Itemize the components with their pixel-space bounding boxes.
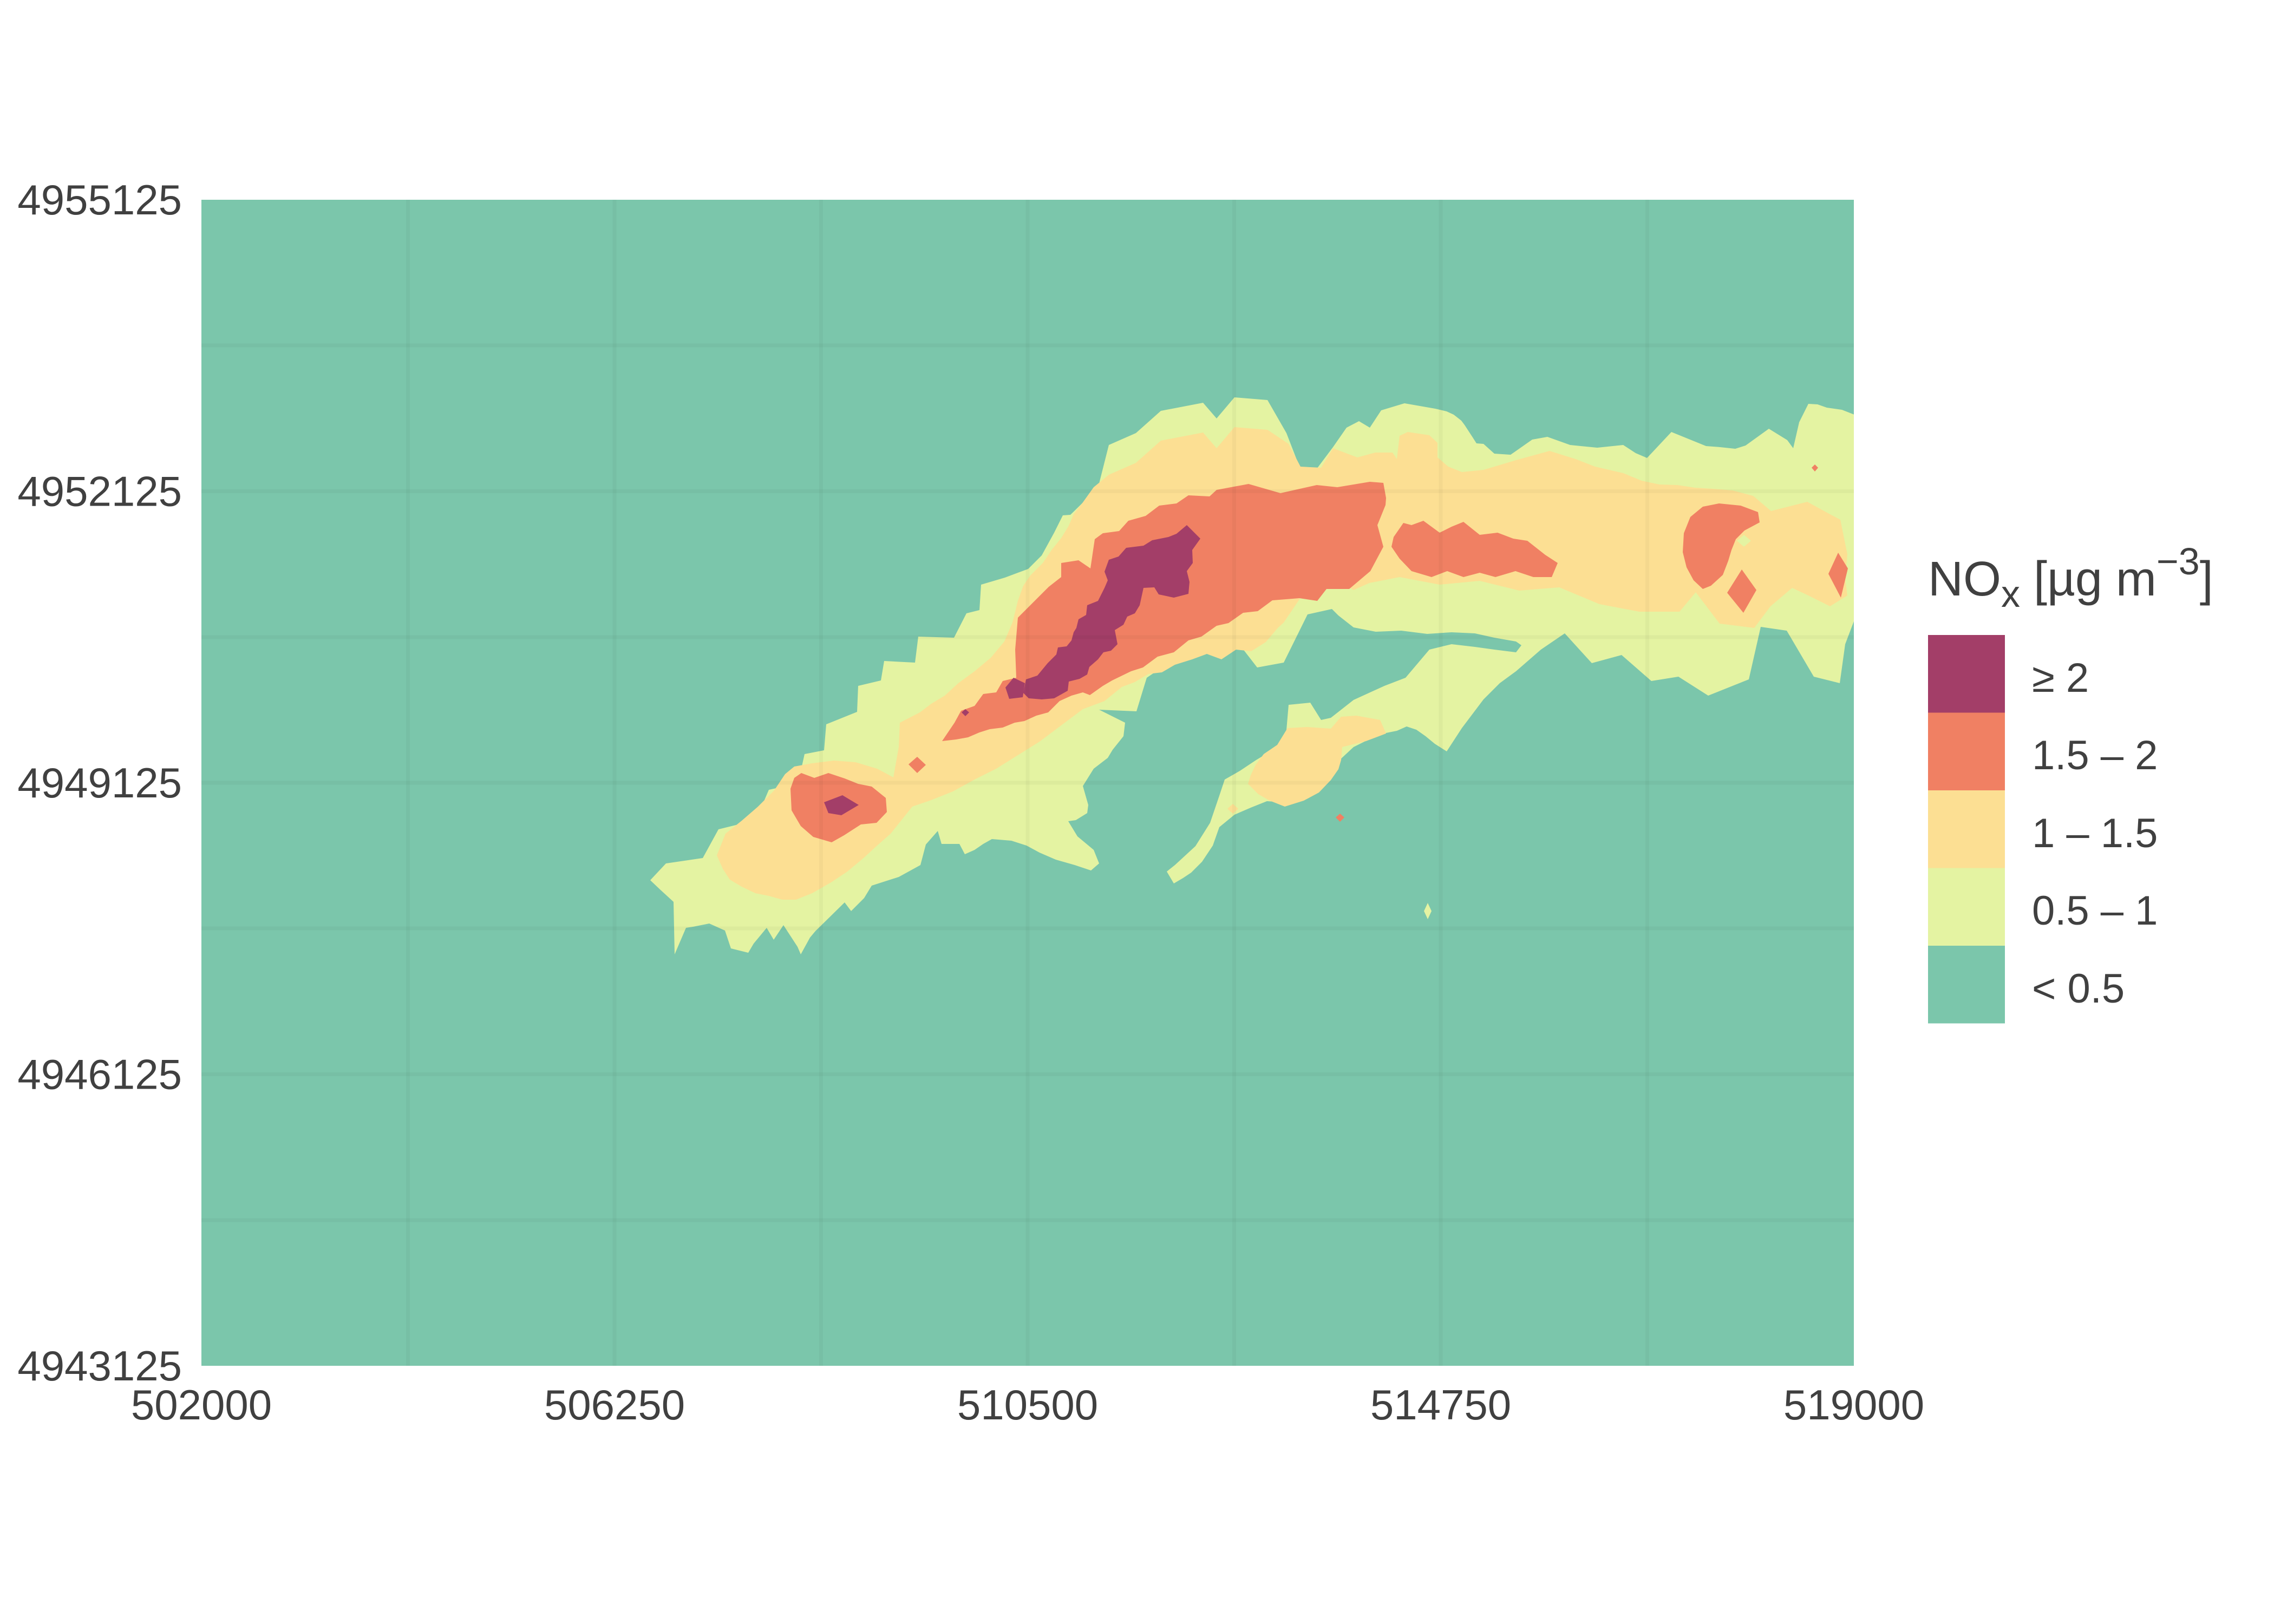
svg-text:4943125: 4943125 [17,1342,182,1390]
svg-text:4949125: 4949125 [17,759,182,807]
svg-text:519000: 519000 [1783,1381,1924,1429]
svg-text:510500: 510500 [957,1381,1098,1429]
svg-text:502000: 502000 [131,1381,272,1429]
svg-text:≥ 2: ≥ 2 [2032,655,2089,701]
svg-text:NOx [µg m−3]: NOx [µg m−3] [1928,540,2213,615]
svg-text:514750: 514750 [1370,1381,1511,1429]
svg-text:< 0.5: < 0.5 [2032,966,2125,1012]
svg-text:4952125: 4952125 [17,468,182,515]
svg-text:1.5 – 2: 1.5 – 2 [2032,732,2158,778]
svg-text:506250: 506250 [544,1381,685,1429]
svg-text:0.5 – 1: 0.5 – 1 [2032,888,2158,934]
svg-text:4955125: 4955125 [17,176,182,224]
svg-text:1 – 1.5: 1 – 1.5 [2032,810,2158,856]
svg-text:4946125: 4946125 [17,1051,182,1098]
